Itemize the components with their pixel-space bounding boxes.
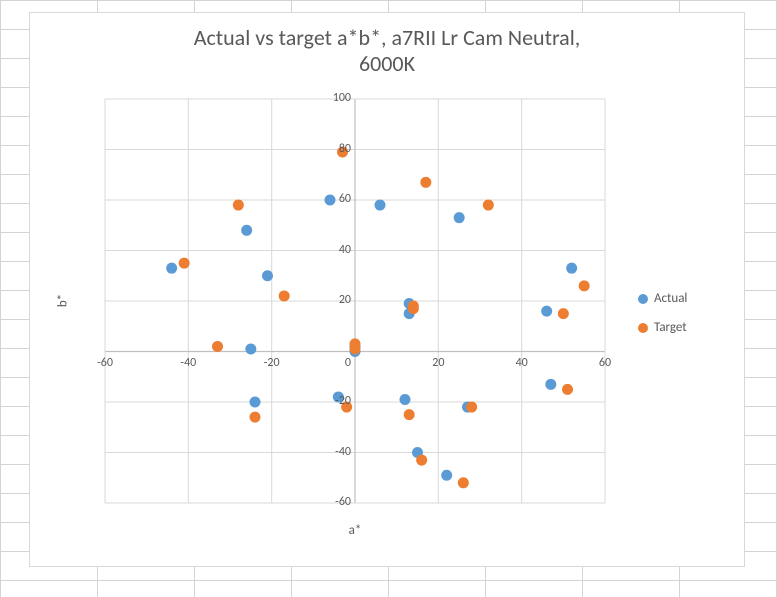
x-tick-label: -40: [173, 356, 203, 370]
legend-label: Actual: [654, 291, 687, 306]
x-tick-label: -60: [90, 356, 120, 370]
y-tick-label: -20: [319, 394, 351, 408]
x-axis-label: a*: [105, 523, 605, 538]
plot-area: [105, 99, 605, 503]
data-point: [212, 341, 223, 352]
legend-marker-icon: [638, 294, 648, 304]
plot-svg: [105, 99, 605, 503]
y-tick-label: -40: [319, 445, 351, 459]
y-tick-label: 100: [319, 91, 351, 105]
data-point: [241, 225, 252, 236]
data-point: [566, 263, 577, 274]
data-point: [466, 402, 477, 413]
y-axis-label: b*: [56, 281, 71, 321]
x-tick-label: -20: [257, 356, 287, 370]
chart-container: Actual vs target a*b*, a7RII Lr Cam Neut…: [29, 12, 745, 567]
data-point: [179, 258, 190, 269]
legend-marker-icon: [638, 323, 648, 333]
data-point: [375, 200, 386, 211]
data-point: [245, 343, 256, 354]
legend-item: Actual: [638, 291, 687, 306]
y-tick-label: -60: [319, 495, 351, 509]
data-point: [545, 379, 556, 390]
data-point: [562, 384, 573, 395]
x-tick-label: 0: [327, 356, 351, 370]
legend-label: Target: [654, 320, 687, 335]
y-tick-label: 60: [319, 192, 351, 206]
data-point: [250, 412, 261, 423]
y-tick-label: 20: [319, 293, 351, 307]
data-point: [404, 409, 415, 420]
data-point: [420, 177, 431, 188]
data-point: [541, 306, 552, 317]
data-point: [400, 394, 411, 405]
data-point: [441, 470, 452, 481]
y-tick-label: 40: [319, 243, 351, 257]
data-point: [262, 270, 273, 281]
data-point: [458, 477, 469, 488]
data-point: [250, 397, 261, 408]
legend: Actual Target: [638, 291, 687, 349]
data-point: [416, 455, 427, 466]
chart-title-line1: Actual vs target a*b*, a7RII Lr Cam Neut…: [194, 24, 581, 51]
data-point: [233, 200, 244, 211]
legend-item: Target: [638, 320, 687, 335]
chart-title: Actual vs target a*b*, a7RII Lr Cam Neut…: [30, 25, 744, 78]
data-point: [454, 212, 465, 223]
y-tick-label: 80: [319, 142, 351, 156]
x-tick-label: 40: [507, 356, 537, 370]
x-tick-label: 20: [423, 356, 453, 370]
data-point: [483, 200, 494, 211]
chart-title-line2: 6000K: [359, 50, 415, 77]
data-point: [558, 308, 569, 319]
data-point: [350, 338, 361, 349]
data-point: [579, 280, 590, 291]
data-point: [408, 301, 419, 312]
data-point: [279, 290, 290, 301]
x-tick-label: 60: [590, 356, 620, 370]
data-point: [166, 263, 177, 274]
